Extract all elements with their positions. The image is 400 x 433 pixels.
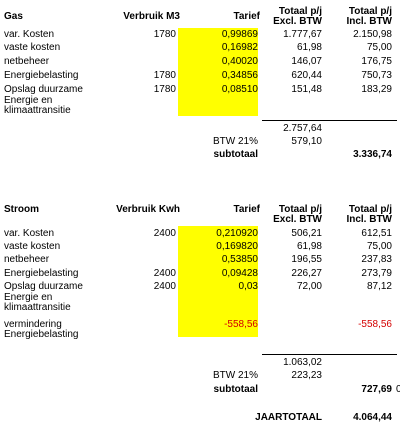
- gas-row-excl: 620,44: [291, 70, 322, 81]
- gas-row-rate: 0,08510: [221, 84, 258, 95]
- stroom-row-excl: 196,55: [291, 254, 322, 265]
- gas-row-label: vaste kosten: [4, 42, 61, 53]
- stroom-row-excl: 61,98: [296, 241, 322, 252]
- stroom-row-rate: 0,210920: [216, 228, 258, 239]
- gas-subtotal-value: 3.336,74: [353, 149, 392, 160]
- gas-row-excl: 146,07: [291, 56, 322, 67]
- stroom-header-rate: Tarief: [233, 204, 261, 215]
- gas-sum-excl: 2.757,64: [283, 123, 322, 134]
- gas-header-incl: Totaal p/j Incl. BTW: [346, 6, 392, 27]
- stroom-row-incl: 237,83: [361, 254, 392, 265]
- gas-row-rate: 0,34856: [221, 70, 258, 81]
- stroom-row-excl: 226,27: [291, 268, 322, 279]
- gas-row-usage: 1780: [153, 84, 176, 95]
- stroom-sum-excl: 1.063,02: [283, 357, 322, 368]
- gas-row-label: netbeheer: [4, 56, 50, 67]
- gas-btw-value: 579,10: [291, 136, 322, 147]
- stroom-row-rate: 0,03: [238, 281, 258, 292]
- stroom-row-rate: 0,169820: [216, 241, 258, 252]
- stroom-row-incl: 87,12: [366, 281, 392, 292]
- stroom-row-usage: 2400: [153, 281, 176, 292]
- gas-row-incl: 176,75: [361, 56, 392, 67]
- stroom-subtotal-label: subtotaal: [213, 384, 258, 395]
- gas-row-label: Opslag duurzame: [4, 84, 83, 95]
- stroom-row-excl: 506,21: [291, 228, 322, 239]
- stroom-header-name: Stroom: [4, 204, 39, 215]
- stroom-row-rate: 0,53850: [221, 254, 258, 265]
- year-total-value: 4.064,44: [353, 412, 392, 423]
- stroom-row-rate: -558,56: [224, 319, 258, 330]
- stroom-header-excl: Totaal p/j Excl. BTW: [273, 204, 322, 225]
- stroom-row-label: Opslag duurzame: [4, 281, 83, 292]
- gas-row-excl: 1.777,67: [283, 29, 322, 40]
- gas-row-rate: 0,16982: [221, 42, 258, 53]
- gas-row-usage: 1780: [153, 29, 176, 40]
- stroom-btw-label: BTW 21%: [212, 370, 258, 381]
- stroom-header-incl: Totaal p/j Incl. BTW: [346, 204, 392, 225]
- stroom-row-excl: 72,00: [296, 281, 322, 292]
- stroom-subtotal-trailing: 0: [396, 384, 400, 395]
- gas-row-excl: 61,98: [296, 42, 322, 53]
- stroom-btw-value: 223,23: [291, 370, 322, 381]
- stroom-row-label: vermindering Energiebelasting: [4, 319, 79, 340]
- gas-row-excl: 151,48: [291, 84, 322, 95]
- gas-row-incl: 750,73: [361, 70, 392, 81]
- gas-header-rate: Tarief: [233, 11, 261, 22]
- stroom-row-label: Energiebelasting: [4, 268, 79, 279]
- stroom-row-incl: -558,56: [358, 319, 392, 330]
- stroom-row-rate: 0,09428: [221, 268, 258, 279]
- gas-row-label: Energie en klimaattransitie: [4, 95, 71, 116]
- gas-row-label: Energiebelasting: [4, 70, 79, 81]
- gas-row-incl: 75,00: [366, 42, 392, 53]
- stroom-row-label: var. Kosten: [4, 228, 55, 239]
- stroom-subtotal-value: 727,69: [361, 384, 392, 395]
- gas-row-rate: 0,99869: [221, 29, 258, 40]
- year-total-label: JAARTOTAAL: [255, 412, 322, 423]
- stroom-row-usage: 2400: [153, 228, 176, 239]
- stroom-row-incl: 75,00: [366, 241, 392, 252]
- gas-rate-highlight: [178, 28, 258, 116]
- gas-header-name: Gas: [4, 11, 23, 22]
- gas-row-rate: 0,40020: [221, 56, 258, 67]
- stroom-row-usage: 2400: [153, 268, 176, 279]
- stroom-header-usage: Verbruik Kwh: [116, 204, 180, 215]
- gas-row-label: var. Kosten: [4, 29, 55, 40]
- gas-btw-label: BTW 21%: [212, 136, 258, 147]
- gas-row-usage: 1780: [153, 70, 176, 81]
- stroom-row-label: netbeheer: [4, 254, 50, 265]
- gas-header-excl: Totaal p/j Excl. BTW: [273, 6, 322, 27]
- gas-header-usage: Verbruik M3: [123, 11, 180, 22]
- gas-row-incl: 2.150,98: [353, 29, 392, 40]
- stroom-row-label: Energie en klimaattransitie: [4, 292, 71, 313]
- stroom-row-incl: 273,79: [361, 268, 392, 279]
- stroom-rate-highlight: [178, 226, 258, 337]
- stroom-sum-line: [262, 354, 397, 355]
- stroom-row-incl: 612,51: [361, 228, 392, 239]
- gas-subtotal-label: subtotaal: [213, 149, 258, 160]
- gas-sum-line: [262, 120, 397, 121]
- gas-row-incl: 183,29: [361, 84, 392, 95]
- stroom-row-label: vaste kosten: [4, 241, 61, 252]
